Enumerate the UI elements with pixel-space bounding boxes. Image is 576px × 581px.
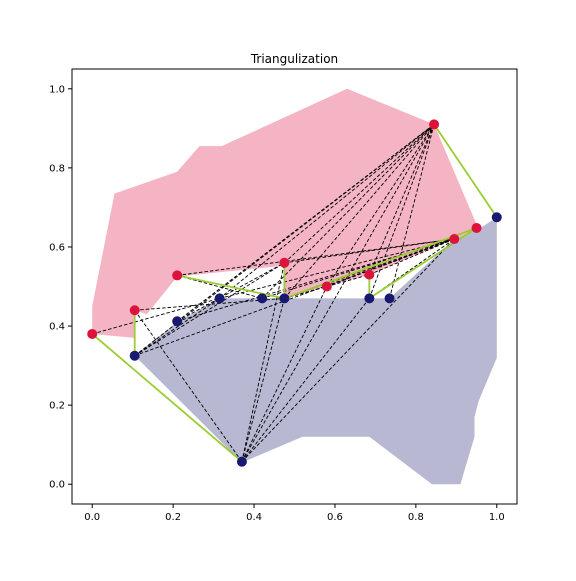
dashed-edge [177,274,263,299]
dashed-edge [241,238,455,462]
y-tick-label: 0.4 [49,322,65,333]
red-point [471,222,482,233]
red-point [129,305,140,316]
dashed-edge [284,124,435,264]
x-tick-label: 0.2 [165,512,181,523]
red-point [172,270,183,281]
chart-title: Triangulization [250,52,338,66]
dashed-edge [389,124,435,299]
green-edge [284,227,477,300]
y-tick-label: 0.8 [49,163,65,174]
dashed-edge [177,238,455,276]
dashed-edges-layer [92,124,455,462]
red-point [321,281,332,292]
x-axis: 0.0 0.2 0.4 0.6 0.8 1.0 [84,504,505,523]
regions-layer [92,88,497,485]
dashed-edge [261,124,435,299]
blue-point [384,293,395,304]
points-layer [87,119,502,467]
dashed-edge [134,262,285,357]
green-edge [176,274,285,300]
dashed-edge [176,262,285,322]
blue-point [491,212,502,223]
dashed-edge [176,124,435,322]
dashed-edge [177,238,455,322]
green-edge [91,333,243,463]
red-point [449,234,460,245]
dashed-edge [241,262,285,462]
y-tick-label: 1.0 [49,84,65,95]
dashed-edge [134,309,243,462]
dashed-edge [92,297,220,335]
y-tick-label: 0.2 [49,401,65,412]
dashed-edge [241,124,435,462]
dashed-edge [134,297,285,311]
region-blue-region [134,217,497,485]
x-tick-label: 0.4 [246,512,262,523]
x-tick-label: 0.6 [327,512,343,523]
red-point [364,269,375,280]
blue-point [279,293,290,304]
red-point [87,328,98,339]
dashed-edge [368,124,435,299]
blue-point [214,293,225,304]
dashed-edge [369,238,455,276]
y-tick-label: 0.0 [49,480,65,491]
green-edge [433,123,498,218]
dashed-edge [241,286,328,462]
x-tick-label: 0.8 [408,512,424,523]
dashed-edge [326,238,455,287]
dashed-edge [134,297,220,357]
blue-point [172,316,183,327]
blue-point [364,293,375,304]
dashed-edge [219,124,435,299]
red-point [429,119,440,130]
plot-frame [71,68,518,505]
blue-point [129,350,140,361]
dashed-edge [219,238,455,299]
blue-point [257,293,268,304]
x-tick-label: 0.0 [84,512,100,523]
dashed-edge [326,124,435,287]
y-axis: 0.0 0.2 0.4 0.6 0.8 1.0 [49,84,72,491]
dashed-edge [262,238,455,299]
red-point [279,257,290,268]
blue-point [236,456,247,467]
region-red-region [92,88,479,338]
dashed-edge [241,298,285,462]
x-tick-label: 1.0 [489,512,505,523]
dashed-edge [241,298,370,462]
dashed-edge [284,238,455,264]
y-tick-label: 0.6 [49,242,65,253]
